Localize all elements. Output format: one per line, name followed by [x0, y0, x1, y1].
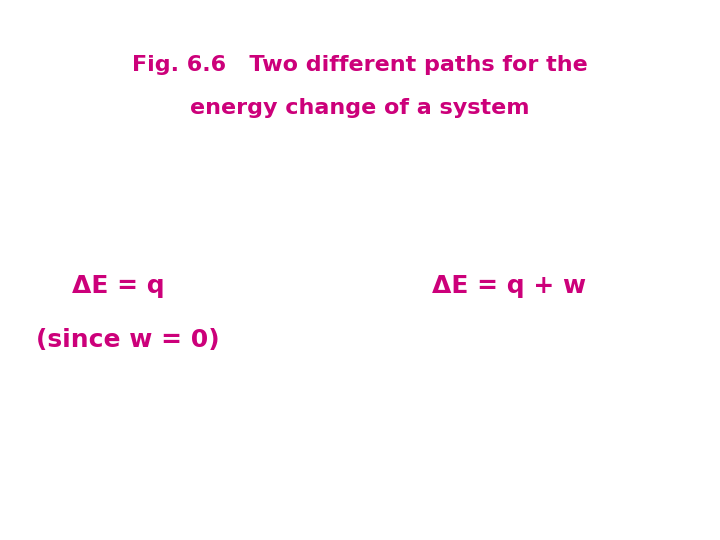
Text: ΔE = q: ΔE = q [72, 274, 165, 298]
Text: ΔE = q + w: ΔE = q + w [432, 274, 586, 298]
Text: (since w = 0): (since w = 0) [36, 328, 220, 352]
Text: energy change of a system: energy change of a system [190, 98, 530, 118]
Text: Fig. 6.6   Two different paths for the: Fig. 6.6 Two different paths for the [132, 55, 588, 75]
